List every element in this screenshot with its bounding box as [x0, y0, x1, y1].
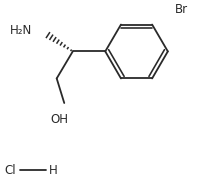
Text: H: H	[49, 164, 58, 177]
Text: Br: Br	[174, 3, 188, 16]
Text: H₂N: H₂N	[10, 24, 32, 37]
Text: Cl: Cl	[5, 164, 16, 177]
Text: OH: OH	[50, 113, 69, 126]
